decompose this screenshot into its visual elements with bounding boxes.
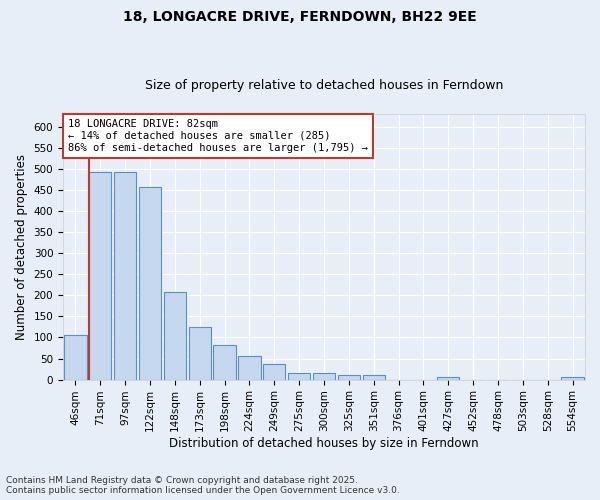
- Text: 18 LONGACRE DRIVE: 82sqm
← 14% of detached houses are smaller (285)
86% of semi-: 18 LONGACRE DRIVE: 82sqm ← 14% of detach…: [68, 120, 368, 152]
- Title: Size of property relative to detached houses in Ferndown: Size of property relative to detached ho…: [145, 79, 503, 92]
- Bar: [114, 172, 136, 380]
- Bar: [263, 364, 286, 380]
- Y-axis label: Number of detached properties: Number of detached properties: [15, 154, 28, 340]
- Bar: [288, 374, 310, 380]
- Bar: [64, 336, 86, 380]
- Text: Contains HM Land Registry data © Crown copyright and database right 2025.
Contai: Contains HM Land Registry data © Crown c…: [6, 476, 400, 495]
- Bar: [562, 378, 584, 380]
- Bar: [338, 376, 360, 380]
- Text: 18, LONGACRE DRIVE, FERNDOWN, BH22 9EE: 18, LONGACRE DRIVE, FERNDOWN, BH22 9EE: [123, 10, 477, 24]
- Bar: [437, 378, 460, 380]
- Bar: [214, 344, 236, 380]
- Bar: [238, 356, 260, 380]
- Bar: [188, 327, 211, 380]
- Bar: [313, 374, 335, 380]
- Bar: [89, 172, 112, 380]
- X-axis label: Distribution of detached houses by size in Ferndown: Distribution of detached houses by size …: [169, 437, 479, 450]
- Bar: [362, 374, 385, 380]
- Bar: [164, 292, 186, 380]
- Bar: [139, 186, 161, 380]
